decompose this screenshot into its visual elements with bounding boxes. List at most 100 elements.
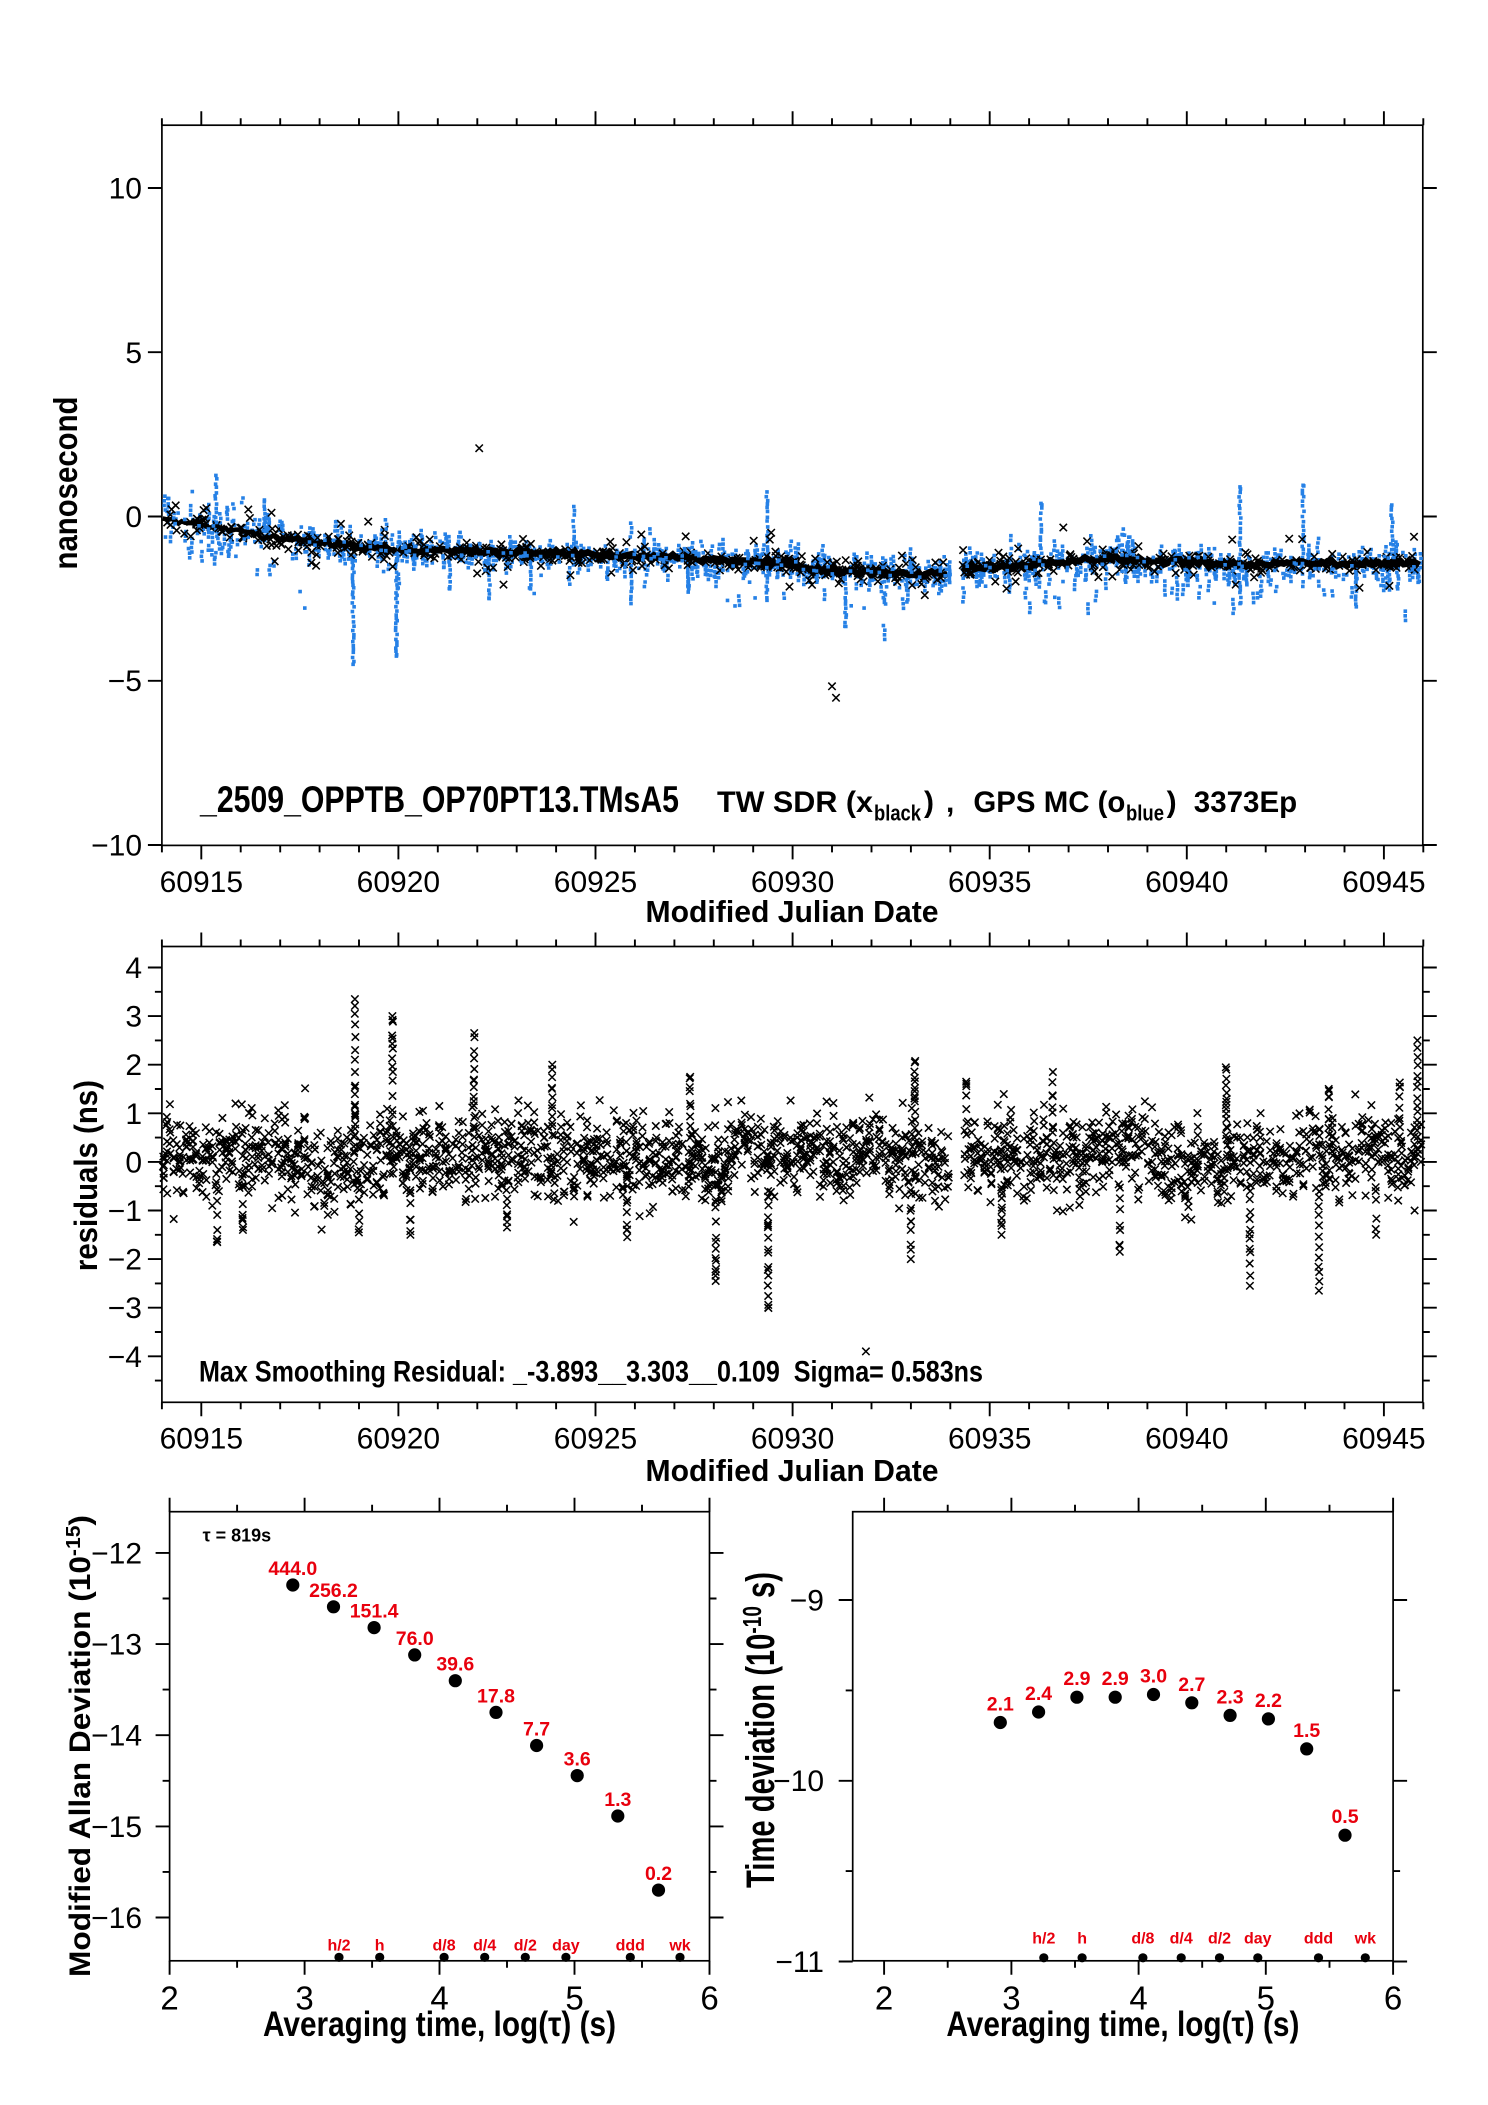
svg-text:60945: 60945 (1342, 866, 1425, 899)
svg-text:60925: 60925 (554, 1423, 637, 1456)
svg-text:3.0: 3.0 (1140, 1666, 1167, 1688)
svg-text:3373Ep: 3373Ep (1194, 786, 1297, 819)
svg-text:60935: 60935 (948, 1423, 1031, 1456)
svg-text:Averaging time, log(τ) (s): Averaging time, log(τ) (s) (263, 2005, 616, 2044)
svg-text:39.6: 39.6 (436, 1654, 474, 1676)
svg-text:60920: 60920 (357, 866, 440, 899)
svg-text:1.5: 1.5 (1293, 1720, 1320, 1742)
svg-text:4: 4 (1129, 1980, 1147, 2017)
svg-text:Averaging time, log(τ) (s): Averaging time, log(τ) (s) (946, 2005, 1299, 2044)
svg-text:τ = 819s: τ = 819s (203, 1526, 272, 1546)
svg-text:2.7: 2.7 (1178, 1674, 1205, 1696)
svg-text:−9: −9 (790, 1585, 824, 1618)
svg-text:60930: 60930 (751, 866, 834, 899)
svg-text:−14: −14 (91, 1720, 142, 1753)
svg-text:0.2: 0.2 (645, 1863, 672, 1885)
svg-text:444.0: 444.0 (268, 1558, 317, 1580)
svg-text:60930: 60930 (751, 1423, 834, 1456)
svg-text:Modified Julian Date: Modified Julian Date (646, 894, 939, 929)
svg-text:d/2: d/2 (514, 1937, 537, 1954)
svg-text:d/8: d/8 (433, 1937, 456, 1954)
svg-text:2.9: 2.9 (1063, 1668, 1090, 1690)
svg-text:60915: 60915 (160, 866, 243, 899)
svg-text:Modified Allan Deviation (10-1: Modified Allan Deviation (10-15) (63, 1515, 97, 1977)
svg-text:GPS MC (o: GPS MC (o (973, 786, 1125, 819)
svg-text:ddd: ddd (616, 1937, 645, 1954)
svg-text:h/2: h/2 (327, 1937, 350, 1954)
svg-text:_2509_OPPTB_OP70PT13.TMsA5: _2509_OPPTB_OP70PT13.TMsA5 (199, 779, 679, 820)
svg-text:d/4: d/4 (1170, 1931, 1193, 1948)
svg-text:d/8: d/8 (1131, 1931, 1154, 1948)
svg-text:−2: −2 (108, 1244, 142, 1277)
svg-text:5: 5 (565, 1980, 583, 2017)
svg-text:60940: 60940 (1145, 866, 1228, 899)
svg-text:−11: −11 (775, 1946, 824, 1979)
svg-text:Modified Julian Date: Modified Julian Date (646, 1453, 939, 1488)
svg-text:60940: 60940 (1145, 1423, 1228, 1456)
svg-text:1.3: 1.3 (604, 1789, 631, 1811)
svg-text:60915: 60915 (160, 1423, 243, 1456)
svg-text:1: 1 (125, 1098, 142, 1131)
svg-text:black: black (874, 801, 922, 826)
svg-text:3: 3 (295, 1980, 313, 2017)
svg-text:wk: wk (668, 1937, 690, 1954)
svg-text:−15: −15 (91, 1811, 142, 1844)
svg-text:2.1: 2.1 (987, 1694, 1014, 1716)
svg-text:,: , (946, 786, 954, 819)
svg-text:h: h (375, 1937, 385, 1954)
svg-text:0.5: 0.5 (1331, 1806, 1358, 1828)
svg-text:2: 2 (875, 1980, 893, 2017)
svg-text:day: day (552, 1937, 580, 1954)
svg-text:−3: −3 (108, 1292, 142, 1325)
svg-text:60945: 60945 (1342, 1423, 1425, 1456)
svg-text:60935: 60935 (948, 866, 1031, 899)
svg-text:0: 0 (125, 1146, 142, 1179)
svg-text:−13: −13 (91, 1629, 142, 1662)
svg-text:3: 3 (1002, 1980, 1020, 2017)
svg-text:−10: −10 (91, 830, 142, 863)
svg-text:17.8: 17.8 (477, 1685, 515, 1707)
svg-text:3: 3 (125, 1001, 142, 1034)
svg-text:5: 5 (125, 337, 142, 370)
svg-text:7.7: 7.7 (523, 1719, 550, 1741)
svg-text:day: day (1244, 1931, 1272, 1948)
svg-text:2: 2 (160, 1980, 178, 2017)
svg-text:4: 4 (430, 1980, 448, 2017)
svg-text:Max Smoothing Residual: _-3.89: Max Smoothing Residual: _-3.893__3.303__… (199, 1355, 983, 1388)
svg-text:151.4: 151.4 (350, 1601, 399, 1623)
svg-text:−1: −1 (108, 1195, 142, 1228)
svg-text:10: 10 (109, 173, 142, 206)
svg-text:−16: −16 (91, 1902, 142, 1935)
svg-text:3.6: 3.6 (564, 1749, 591, 1771)
svg-text:−5: −5 (108, 665, 142, 698)
svg-text:−12: −12 (91, 1537, 142, 1570)
svg-text:−4: −4 (108, 1341, 142, 1374)
svg-text:2: 2 (125, 1049, 142, 1082)
svg-text:wk: wk (1354, 1931, 1376, 1948)
svg-text:TW SDR (x: TW SDR (x (717, 786, 873, 819)
svg-text:−10: −10 (773, 1765, 824, 1798)
svg-text:6: 6 (700, 1980, 718, 2017)
svg-text:2.9: 2.9 (1102, 1668, 1129, 1690)
svg-text:4: 4 (125, 952, 142, 985)
svg-text:h/2: h/2 (1032, 1931, 1055, 1948)
svg-text:5: 5 (1257, 1980, 1275, 2017)
svg-text:blue: blue (1126, 801, 1164, 826)
svg-text:ddd: ddd (1304, 1931, 1333, 1948)
svg-text:76.0: 76.0 (396, 1628, 434, 1650)
svg-text:d/4: d/4 (473, 1937, 496, 1954)
svg-text:2.4: 2.4 (1025, 1683, 1052, 1705)
svg-text:2.2: 2.2 (1255, 1690, 1282, 1712)
svg-text:): ) (924, 786, 934, 819)
svg-text:d/2: d/2 (1208, 1931, 1231, 1948)
svg-text:0: 0 (125, 501, 142, 534)
svg-text:256.2: 256.2 (309, 1580, 358, 1602)
svg-text:nanosecond: nanosecond (47, 397, 84, 570)
svg-text:6: 6 (1384, 1980, 1402, 2017)
svg-text:60920: 60920 (357, 1423, 440, 1456)
svg-text:h: h (1077, 1931, 1087, 1948)
svg-text:): ) (1167, 786, 1177, 819)
svg-text:residuals (ns): residuals (ns) (68, 1080, 104, 1271)
svg-text:2.3: 2.3 (1217, 1686, 1244, 1708)
svg-text:60925: 60925 (554, 866, 637, 899)
